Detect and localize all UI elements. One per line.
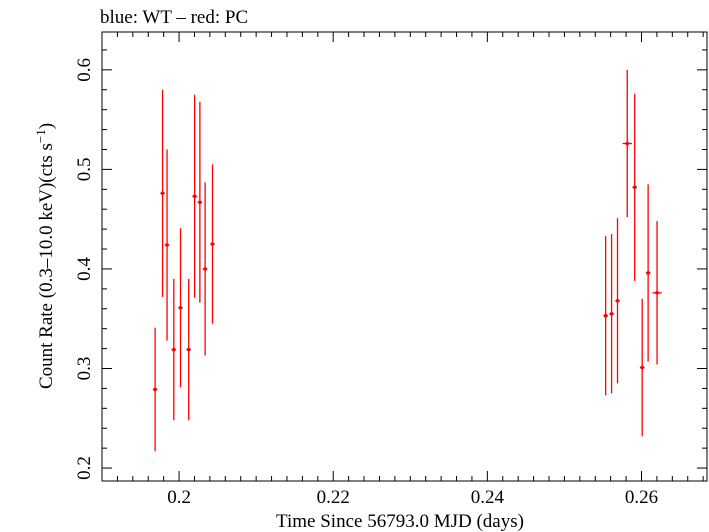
x-tick-label: 0.26 xyxy=(625,487,658,508)
data-point xyxy=(197,101,203,303)
major-ticks xyxy=(102,32,707,481)
minor-ticks xyxy=(101,32,707,481)
point-marker xyxy=(186,347,191,352)
point-marker xyxy=(153,387,157,392)
plot-frame xyxy=(101,31,708,482)
point-marker xyxy=(640,365,644,370)
x-tick-label: 0.24 xyxy=(471,487,505,508)
data-point xyxy=(639,298,645,437)
y-tick-label: 0.5 xyxy=(74,158,95,182)
data-point xyxy=(164,149,170,341)
data-point xyxy=(622,69,632,218)
point-marker xyxy=(615,299,620,303)
point-marker xyxy=(609,311,614,316)
y-axis-label: Count Rate (0.3–10.0 keV)(cts s−1) xyxy=(33,123,57,389)
y-axis-label-main: Count Rate (0.3–10.0 keV)(cts s xyxy=(36,143,57,389)
point-marker xyxy=(160,191,165,196)
data-point xyxy=(152,327,158,452)
x-tick-label: 0.2 xyxy=(167,487,191,508)
data-point xyxy=(178,228,183,388)
data-point xyxy=(652,221,662,365)
data-point xyxy=(192,94,197,298)
y-axis-label-exponent: −1 xyxy=(33,129,48,143)
point-marker xyxy=(192,194,197,199)
data-point xyxy=(160,89,165,297)
point-marker xyxy=(210,242,215,246)
data-point xyxy=(603,236,608,396)
point-marker xyxy=(172,347,176,352)
data-point xyxy=(615,218,620,384)
tick-labels: 0.2 0.22 0.24 0.26 0.2 0.3 0.4 0.5 0.6 xyxy=(74,58,658,508)
data-point xyxy=(632,93,638,281)
y-tick-label: 0.2 xyxy=(74,456,95,480)
point-marker xyxy=(646,271,650,275)
point-marker xyxy=(165,243,169,247)
data-point xyxy=(186,278,192,421)
data-points xyxy=(152,69,662,452)
y-tick-label: 0.6 xyxy=(74,58,95,82)
data-point xyxy=(609,234,614,394)
x-tick-label: 0.22 xyxy=(317,487,350,508)
x-axis-label: Time Since 56793.0 MJD (days) xyxy=(276,511,524,532)
data-point xyxy=(645,184,651,362)
point-marker xyxy=(603,313,608,318)
point-marker xyxy=(178,305,183,310)
point-marker xyxy=(198,200,202,205)
data-point xyxy=(171,278,177,421)
y-tick-label: 0.3 xyxy=(74,357,95,381)
chart-title: blue: WT – red: PC xyxy=(100,7,248,28)
point-marker xyxy=(632,185,637,190)
point-marker xyxy=(203,267,207,271)
data-point xyxy=(202,182,208,356)
point-marker xyxy=(625,141,630,146)
y-tick-label: 0.4 xyxy=(74,257,95,281)
data-point xyxy=(210,164,215,324)
y-axis-label-close: ) xyxy=(36,123,57,129)
point-marker xyxy=(655,291,659,295)
